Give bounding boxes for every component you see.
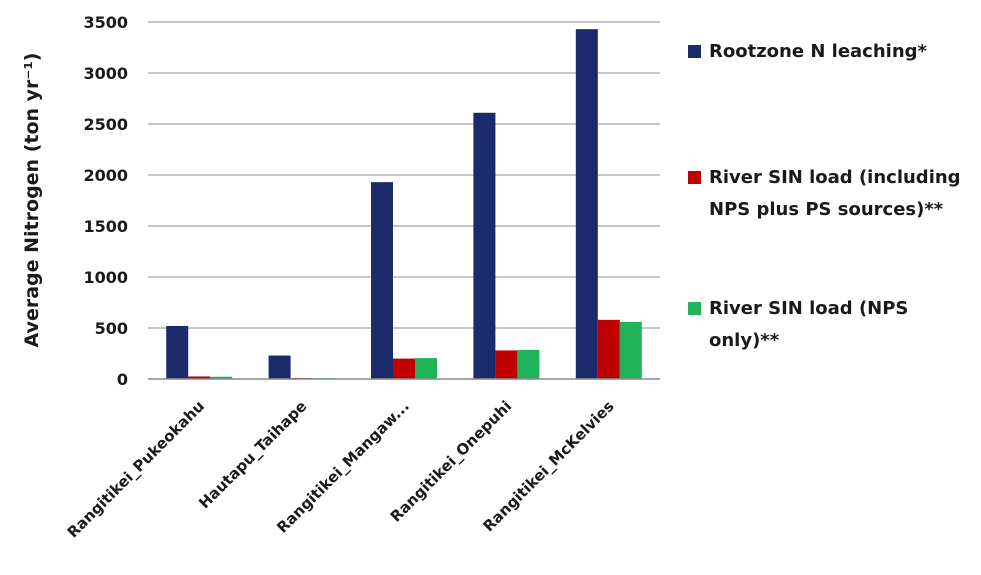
legend-label-river-sin-nps: River SIN load (NPS only)**	[709, 298, 909, 351]
category-labels: Rangitikei_PukeokahuHautapu_TaihapeRangi…	[64, 397, 618, 541]
y-tick-label-500: 500	[95, 319, 128, 338]
y-tick-label-1500: 1500	[83, 217, 128, 236]
legend-item-river-sin-nps: River SIN load (NPS only)**	[688, 293, 977, 357]
bar-hautapu-taihape-series-0	[268, 355, 291, 379]
legend-label-rootzone: Rootzone N leaching*	[709, 41, 927, 62]
gridlines	[148, 21, 660, 329]
bar-rangitikei-mangaw--series-2	[415, 358, 437, 379]
legend-item-river-sin-nps-ps: River SIN load (including NPS plus PS so…	[688, 162, 977, 226]
bar-rangitikei-mangaw--series-0	[371, 182, 393, 379]
y-tick-label-2000: 2000	[83, 166, 128, 185]
legend-swatch-rootzone	[688, 45, 701, 58]
bar-rangitikei-onepuhi-series-1	[495, 350, 518, 379]
x-category-label-1: Hautapu_Taihape	[195, 397, 310, 512]
bar-rangitikei-mckelvies-series-1	[597, 319, 620, 379]
bar-rangitikei-pukeokahu-series-2	[210, 376, 233, 379]
legend-swatch-river-sin-nps-ps	[688, 171, 701, 184]
y-tick-label-3000: 3000	[83, 64, 128, 83]
bar-rangitikei-mckelvies-series-0	[575, 29, 598, 379]
bar-rangitikei-mangaw--series-1	[393, 358, 415, 379]
bar-rangitikei-onepuhi-series-2	[517, 349, 540, 379]
y-axis-ticks: 0 500 1000 1500 2000 2500 3000 3500	[83, 13, 128, 389]
legend-label-river-sin-nps-ps: River SIN load (including NPS plus PS so…	[709, 167, 961, 220]
bar-rangitikei-pukeokahu-series-1	[188, 376, 211, 379]
bars	[166, 29, 642, 379]
y-tick-label-3500: 3500	[83, 13, 128, 32]
legend-swatch-river-sin-nps	[688, 302, 701, 315]
bar-rangitikei-pukeokahu-series-0	[166, 325, 189, 379]
y-axis-label: Average Nitrogen (ton yr⁻¹)	[21, 53, 43, 348]
y-tick-label-0: 0	[117, 370, 128, 389]
x-category-label-0: Rangitikei_Pukeokahu	[64, 397, 208, 541]
bar-rangitikei-onepuhi-series-0	[473, 112, 496, 379]
bar-rangitikei-mckelvies-series-2	[619, 321, 642, 379]
y-tick-label-2500: 2500	[83, 115, 128, 134]
legend-item-rootzone: Rootzone N leaching*	[688, 36, 977, 68]
y-tick-label-1000: 1000	[83, 268, 128, 287]
